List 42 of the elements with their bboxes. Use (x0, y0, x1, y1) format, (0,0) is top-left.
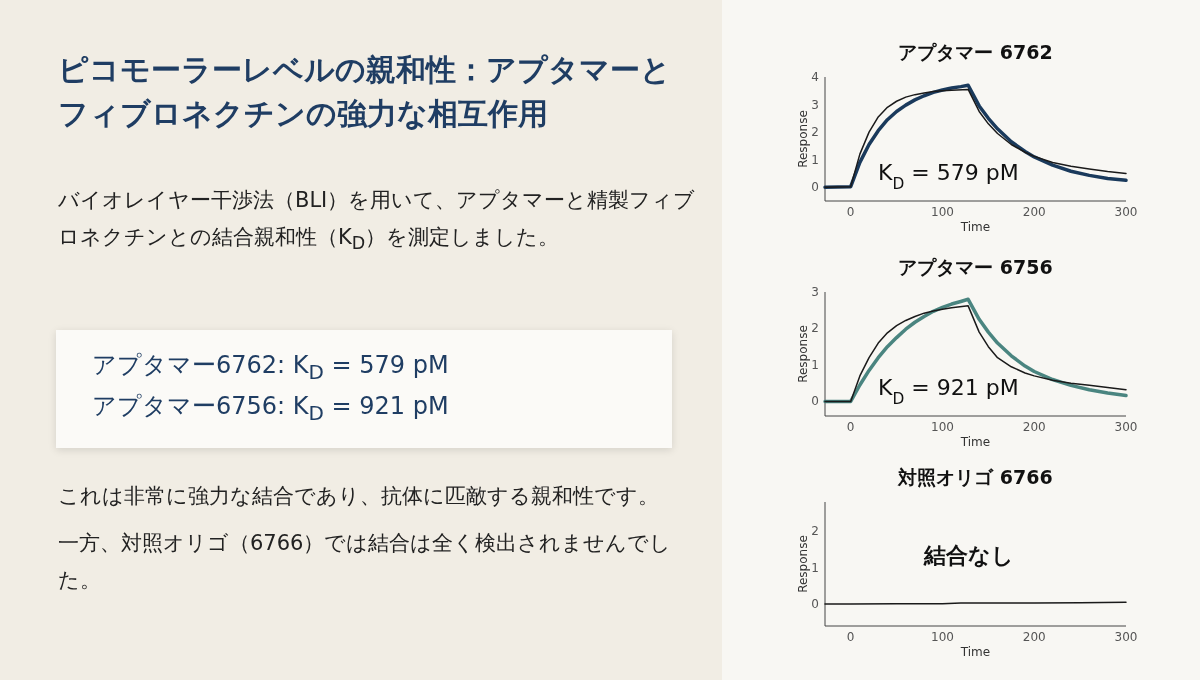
y-tick-label: 1 (811, 357, 819, 372)
chart-title: アプタマー 6762 (898, 41, 1053, 63)
text: 一方、対照オリゴ（6766）では結合は全く検出されませんでした。 (58, 530, 673, 594)
x-tick-label: 300 (1114, 205, 1138, 219)
y-tick-label: 1 (811, 152, 819, 167)
y-tick-label: 2 (811, 524, 819, 539)
y-tick-label: 3 (811, 97, 819, 112)
y-tick-label: 2 (811, 125, 819, 140)
y-tick-label: 0 (811, 597, 819, 612)
x-tick-label: 200 (1022, 420, 1046, 434)
x-tick-label: 0 (846, 205, 855, 219)
y-axis-title: Response (796, 535, 810, 593)
chart-title: 対照オリゴ 6766 (897, 466, 1053, 488)
x-tick-label: 200 (1022, 630, 1046, 644)
x-axis-title: Time (959, 220, 991, 234)
y-tick-label: 1 (811, 560, 819, 575)
x-tick-label: 100 (931, 205, 954, 219)
x-tick-label: 300 (1114, 420, 1138, 434)
x-axis-title: Time (959, 435, 991, 449)
x-axis-title: Time (959, 645, 991, 659)
annotation: K$_{D}$ = 579 pM (878, 160, 1019, 194)
y-tick-label: 0 (811, 180, 819, 195)
text: バイオレイヤー干渉法（BLI）を用いて、アプタマーと精製フィブロネクチンとの結合親和性（K$_{D}$）を測定しました。 (58, 187, 697, 256)
chart-title: アプタマー 6756 (898, 256, 1053, 278)
x-tick-label: 0 (846, 630, 855, 644)
y-tick-label: 2 (811, 321, 819, 336)
text: これは非常に強力な結合であり、抗体に匹敵する親和性です。 (58, 483, 660, 510)
text: アプタマー6762: K$_{D}$ = 579 pM (92, 350, 450, 386)
y-axis-title: Response (796, 325, 810, 383)
x-tick-label: 300 (1114, 630, 1138, 644)
y-tick-label: 0 (811, 394, 819, 409)
y-tick-label: 3 (811, 285, 819, 299)
x-tick-label: 0 (846, 420, 855, 434)
x-tick-label: 200 (1022, 205, 1046, 219)
x-tick-label: 100 (931, 630, 954, 644)
x-tick-label: 100 (931, 420, 954, 434)
annotation: 結合なし (923, 543, 1015, 569)
annotation: K$_{D}$ = 921 pM (878, 375, 1019, 409)
text: ピコモーラーレベルの親和性：アプタマーとフィブロネクチンの強力な相互作用 (58, 51, 672, 133)
text: アプタマー6756: K$_{D}$ = 921 pM (92, 390, 450, 427)
y-axis-title: Response (796, 110, 810, 168)
y-tick-label: 4 (811, 70, 819, 84)
